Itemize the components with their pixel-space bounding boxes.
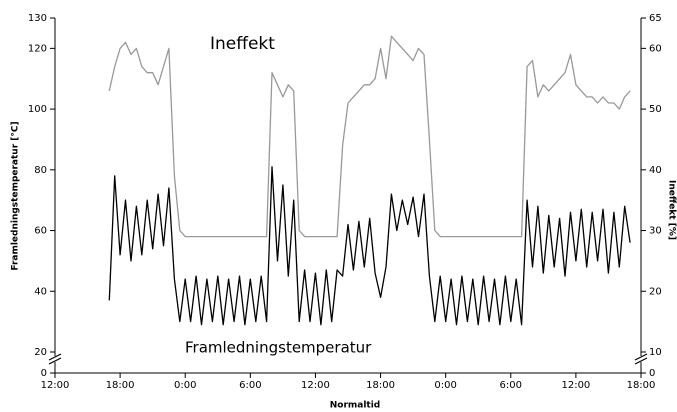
y2-tick-label: 60 bbox=[649, 43, 662, 54]
x-tick-label: 0:00 bbox=[174, 380, 196, 391]
y2-tick-label: 10 bbox=[649, 347, 662, 358]
y-tick-label: 0 bbox=[41, 368, 47, 379]
x-tick-label: 0:00 bbox=[434, 380, 456, 391]
y-tick-label: 40 bbox=[34, 286, 47, 297]
annotation: Framledningstemperatur bbox=[185, 339, 372, 357]
x-axis-label: Normaltid bbox=[330, 401, 381, 411]
annotation: Ineffekt bbox=[210, 34, 275, 54]
x-tick-label: 18:00 bbox=[627, 380, 656, 391]
y-tick-label: 20 bbox=[34, 347, 47, 358]
y2-tick-label: 20 bbox=[649, 286, 662, 297]
x-tick-label: 12:00 bbox=[561, 380, 590, 391]
data-line bbox=[108, 166, 631, 326]
y2-axis-label: Ineffekt [%] bbox=[667, 180, 677, 240]
x-tick-label: 18:00 bbox=[366, 380, 395, 391]
x-tick-label: 12:00 bbox=[41, 380, 70, 391]
y2-tick-label: 40 bbox=[649, 165, 662, 176]
y-tick-label: 100 bbox=[28, 104, 47, 115]
y-tick-label: 130 bbox=[28, 13, 47, 24]
x-tick-label: 6:00 bbox=[500, 380, 522, 391]
y2-tick-label: 0 bbox=[649, 368, 655, 379]
x-tick-label: 12:00 bbox=[301, 380, 330, 391]
x-tick-label: 6:00 bbox=[239, 380, 261, 391]
y-tick-label: 80 bbox=[34, 165, 47, 176]
y-tick-label: 60 bbox=[34, 226, 47, 237]
y-axis-label: Framledningstemperatur [°C] bbox=[11, 121, 21, 270]
y-tick-label: 120 bbox=[28, 43, 47, 54]
data-line bbox=[108, 35, 631, 238]
y2-tick-label: 30 bbox=[649, 226, 662, 237]
y2-tick-label: 50 bbox=[649, 104, 662, 115]
y2-tick-label: 65 bbox=[649, 13, 662, 24]
axis-break bbox=[48, 353, 648, 365]
x-tick-label: 18:00 bbox=[106, 380, 135, 391]
